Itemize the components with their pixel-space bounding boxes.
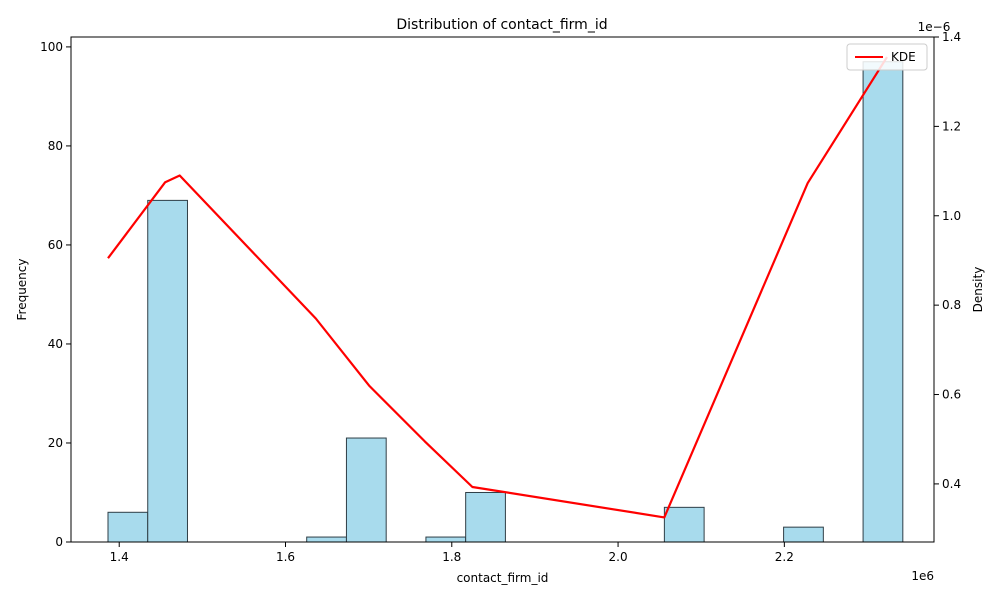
y2-tick-label: 1.2	[942, 119, 961, 133]
x-tick-label: 1.8	[442, 550, 461, 564]
y2-axis-offset-label: 1e−6	[918, 20, 951, 34]
y-tick-label: 20	[48, 436, 63, 450]
y-tick-label: 80	[48, 139, 63, 153]
bars-layer	[107, 61, 904, 543]
legend: KDE	[846, 43, 928, 71]
y-axis-right: 0.4 0.6 0.8 1.0 1.2 1.4	[934, 30, 961, 491]
kde-layer	[107, 56, 888, 519]
x-tick-label: 1.4	[110, 550, 129, 564]
histogram-bar	[663, 506, 705, 543]
x-tick-label: 1.6	[276, 550, 295, 564]
plot-frame	[70, 36, 935, 543]
y2-tick-label: 1.4	[942, 30, 961, 44]
y2-tick-label: 1.0	[942, 209, 961, 223]
y-tick-label: 100	[40, 40, 63, 54]
kde-line	[107, 56, 888, 519]
y-tick-label: 0	[55, 535, 63, 549]
histogram-bar	[862, 61, 904, 543]
legend-kde-label: KDE	[891, 50, 916, 64]
y2-tick-label: 0.6	[942, 388, 961, 402]
x-axis: 1.4 1.6 1.8 2.0 2.2	[110, 542, 794, 564]
y2-axis-label: Density	[971, 267, 985, 313]
chart-title: Distribution of contact_firm_id	[396, 17, 607, 33]
y-tick-label: 60	[48, 238, 63, 252]
x-axis-label: contact_firm_id	[457, 571, 549, 585]
y-tick-label: 40	[48, 337, 63, 351]
x-tick-label: 2.2	[775, 550, 794, 564]
histogram-bar	[107, 511, 149, 543]
y-axis-left: 0 20 40 60 80 100	[40, 40, 71, 549]
x-tick-label: 2.0	[609, 550, 628, 564]
x-axis-offset-label: 1e6	[911, 569, 934, 583]
y2-tick-label: 0.8	[942, 298, 961, 312]
histogram-bar	[425, 536, 467, 543]
legend-box	[846, 43, 928, 71]
histogram-bar	[465, 491, 506, 543]
histogram-bar	[147, 199, 188, 543]
y2-tick-label: 0.4	[942, 477, 961, 491]
histogram-bar	[306, 536, 347, 543]
y-axis-label: Frequency	[15, 259, 29, 321]
histogram-bar	[345, 437, 387, 543]
histogram-bar	[783, 526, 824, 543]
